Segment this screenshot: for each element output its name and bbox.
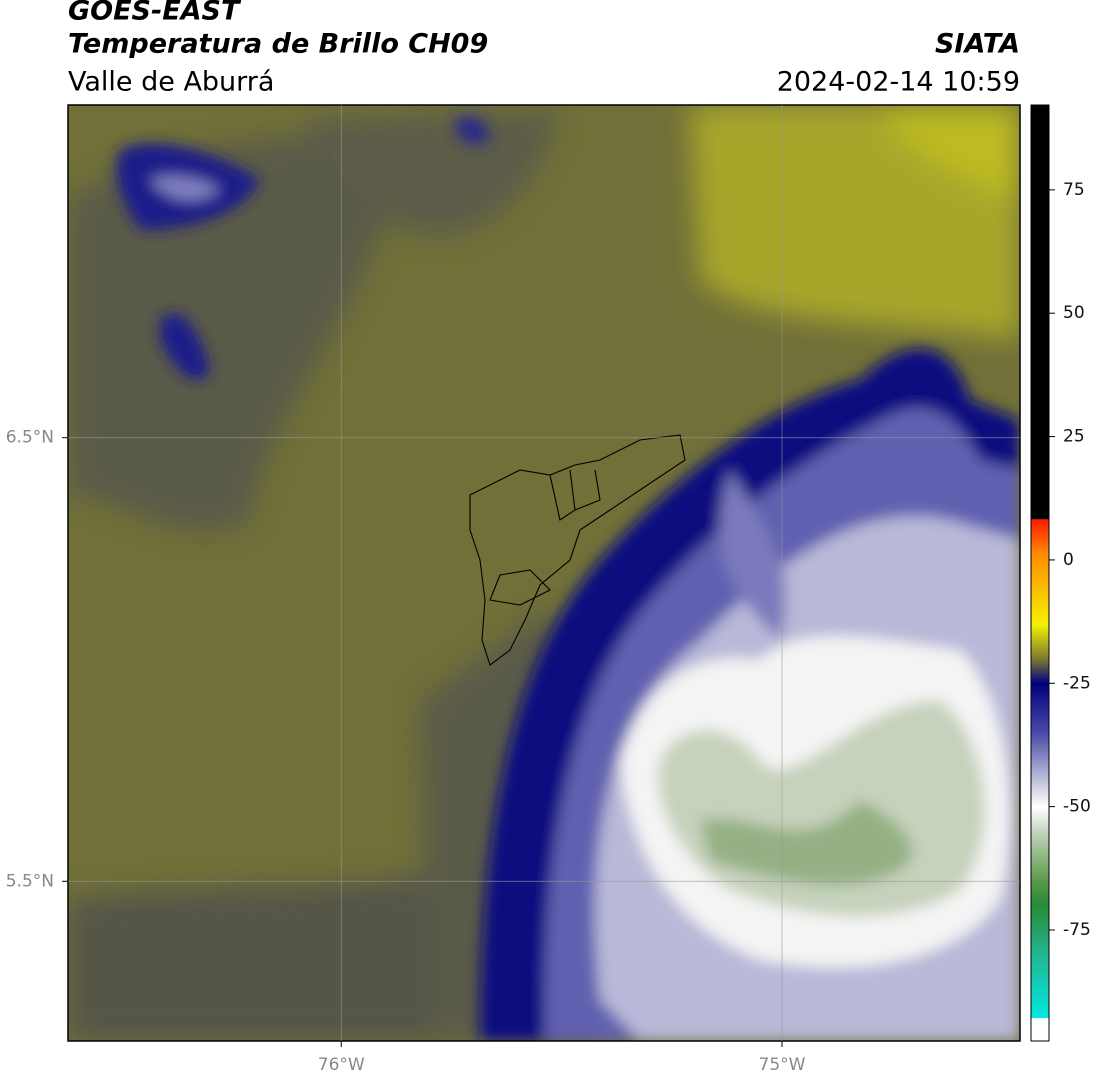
y-tick-label: 6.5°N [6, 428, 54, 448]
municipality-outline [469, 434, 686, 666]
colorbar-tick-label: -50 [1063, 797, 1091, 817]
colorbar-tick-label: 25 [1063, 427, 1085, 447]
source: SIATA [935, 29, 1020, 60]
map-frame [67, 104, 1021, 1042]
region: Valle de Aburrá [68, 67, 274, 98]
colorbar-tick-label: -25 [1063, 673, 1091, 693]
satellite-image [68, 105, 1020, 1041]
x-tick-label: 76°W [318, 1055, 365, 1075]
y-tick-label: 5.5°N [6, 871, 54, 891]
colorbar-tick-label: 50 [1063, 303, 1085, 323]
title: GOES-EAST [68, 0, 242, 27]
colorbar-tick-label: 0 [1063, 550, 1074, 570]
colorbar [1030, 104, 1050, 1042]
x-tick-label: 75°W [759, 1055, 806, 1075]
colorbar-tick-label: -75 [1063, 920, 1091, 940]
colorbar-tick-label: 75 [1063, 180, 1085, 200]
datetime: 2024-02-14 10:59 [777, 67, 1020, 98]
subtitle: Temperatura de Brillo CH09 [68, 29, 488, 60]
